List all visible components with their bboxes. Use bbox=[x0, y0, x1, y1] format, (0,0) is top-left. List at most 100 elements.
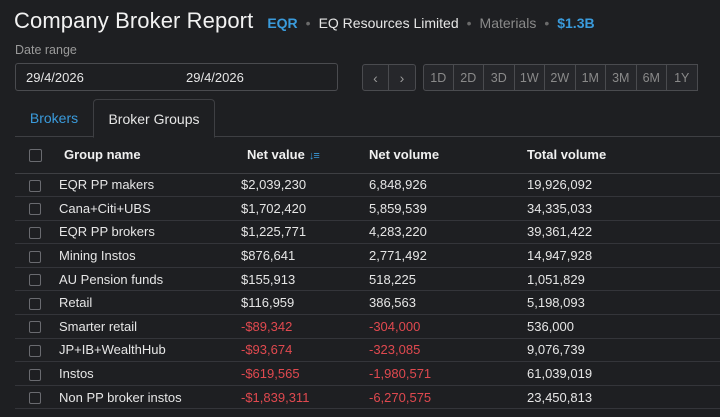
row-checkbox[interactable] bbox=[29, 345, 41, 358]
company-name: EQ Resources Limited bbox=[318, 15, 459, 31]
total-volume-cell: 9,076,739 bbox=[527, 342, 585, 358]
net-value-cell: $2,039,230 bbox=[241, 177, 307, 193]
total-volume-cell: 39,361,422 bbox=[527, 224, 593, 240]
net-value-cell: $876,641 bbox=[241, 248, 296, 264]
table-row[interactable]: Instos -$619,565 -1,980,571 61,039,019 bbox=[15, 362, 720, 386]
net-value-cell: -$89,342 bbox=[241, 318, 293, 334]
separator: • bbox=[466, 15, 472, 31]
net-volume-cell: 386,563 bbox=[369, 295, 416, 311]
row-select-cell bbox=[15, 315, 49, 339]
table-row[interactable]: AU Pension funds $155,913 518,225 1,051,829 bbox=[15, 267, 720, 291]
table-row[interactable]: Mining Instos $876,641 2,771,492 14,947,928 bbox=[15, 244, 720, 268]
net-volume-cell: 2,771,492 bbox=[369, 248, 427, 264]
row-select-cell bbox=[15, 291, 49, 315]
row-checkbox[interactable] bbox=[29, 250, 41, 263]
range-3m-button[interactable]: 3M bbox=[606, 64, 637, 91]
range-1y-button[interactable]: 1Y bbox=[667, 64, 698, 91]
group-name-cell: JP+IB+WealthHub bbox=[59, 342, 166, 358]
ticker-link[interactable]: EQR bbox=[267, 15, 298, 31]
total-volume-cell: 536,000 bbox=[527, 318, 574, 334]
header-total-volume[interactable]: Total volume bbox=[527, 147, 607, 163]
net-value-cell: -$1,839,311 bbox=[241, 389, 310, 405]
date-range-label: Date range bbox=[15, 43, 77, 57]
group-name-cell: Instos bbox=[59, 366, 94, 382]
separator: • bbox=[305, 15, 311, 31]
tab-brokers[interactable]: Brokers bbox=[29, 110, 79, 126]
table-row[interactable]: Cana+Citi+UBS $1,702,420 5,859,539 34,335,0… bbox=[15, 197, 720, 221]
total-volume-cell: 5,198,093 bbox=[527, 295, 585, 311]
range-buttons: 1D 2D 3D 1W 2W 1M 3M 6M 1Y bbox=[423, 64, 698, 91]
net-volume-cell: -1,980,571 bbox=[369, 366, 432, 382]
group-name-cell: EQR PP brokers bbox=[59, 224, 155, 240]
row-checkbox[interactable] bbox=[29, 179, 41, 192]
row-checkbox[interactable] bbox=[29, 203, 41, 216]
range-1w-button[interactable]: 1W bbox=[514, 64, 545, 91]
select-all-checkbox[interactable] bbox=[29, 149, 42, 163]
table-row[interactable]: EQR PP makers $2,039,230 6,848,926 19,926,0… bbox=[15, 173, 720, 197]
chevron-right-icon[interactable]: › bbox=[389, 64, 416, 91]
group-name-cell: Non PP broker instos bbox=[59, 389, 182, 405]
row-select-cell bbox=[15, 338, 49, 362]
row-select-cell bbox=[15, 362, 49, 386]
row-select-cell bbox=[15, 197, 49, 221]
table-header-row: Group name Net value ↓≡ Net volume Total … bbox=[15, 137, 720, 173]
net-value-cell: $116,959 bbox=[241, 295, 295, 311]
broker-groups-table: Group name Net value ↓≡ Net volume Total … bbox=[15, 137, 720, 409]
net-volume-cell: 5,859,539 bbox=[369, 200, 427, 216]
date-nav: ‹ › bbox=[362, 64, 416, 91]
net-value-cell: $155,913 bbox=[241, 271, 296, 287]
range-1m-button[interactable]: 1M bbox=[575, 64, 606, 91]
net-value-cell: $1,225,771 bbox=[241, 224, 307, 240]
chevron-left-icon[interactable]: ‹ bbox=[362, 64, 389, 91]
total-volume-cell: 23,450,813 bbox=[527, 389, 593, 405]
sort-desc-icon[interactable]: ↓≡ bbox=[308, 150, 320, 163]
table-row[interactable]: Retail $116,959 386,563 5,198,093 bbox=[15, 291, 720, 315]
row-select-cell bbox=[15, 244, 49, 268]
header-net-value[interactable]: Net value ↓≡ bbox=[231, 137, 369, 173]
row-checkbox[interactable] bbox=[29, 368, 41, 381]
net-value-cell: -$619,565 bbox=[241, 366, 300, 382]
row-select-cell bbox=[15, 220, 49, 244]
select-all-cell bbox=[15, 137, 49, 173]
net-volume-cell: -304,000 bbox=[369, 318, 421, 334]
total-volume-cell: 34,335,033 bbox=[527, 200, 593, 216]
row-checkbox[interactable] bbox=[29, 297, 41, 310]
table-row[interactable]: JP+IB+WealthHub -$93,674 -323,085 9,076,739 bbox=[15, 338, 720, 362]
group-name-cell: EQR PP makers bbox=[59, 177, 155, 193]
date-from-input[interactable]: 29/4/2026 bbox=[15, 63, 177, 91]
group-name-cell: Retail bbox=[59, 295, 93, 311]
sector-label: Materials bbox=[479, 15, 537, 31]
row-select-cell bbox=[15, 385, 49, 409]
net-value-cell: -$93,674 bbox=[241, 342, 293, 358]
table-row[interactable]: EQR PP brokers $1,225,771 4,283,220 39,361,… bbox=[15, 220, 720, 244]
tab-bar: Brokers Broker Groups bbox=[15, 99, 720, 138]
tab-broker-groups[interactable]: Broker Groups bbox=[93, 99, 215, 138]
date-to-input[interactable]: 29/4/2026 bbox=[176, 63, 338, 91]
report-header: Company Broker Report EQR • EQ Resources… bbox=[14, 8, 595, 34]
table-row[interactable]: Smarter retail -$89,342 -304,000 536,000 bbox=[15, 315, 720, 339]
row-checkbox[interactable] bbox=[29, 227, 41, 240]
range-3d-button[interactable]: 3D bbox=[484, 64, 515, 91]
total-volume-cell: 1,051,829 bbox=[527, 271, 585, 287]
row-checkbox[interactable] bbox=[29, 321, 41, 334]
row-checkbox[interactable] bbox=[29, 392, 41, 405]
header-group-name[interactable]: Group name bbox=[64, 147, 141, 163]
row-checkbox[interactable] bbox=[29, 274, 41, 287]
range-2w-button[interactable]: 2W bbox=[545, 64, 576, 91]
range-1d-button[interactable]: 1D bbox=[423, 64, 454, 91]
row-select-cell bbox=[15, 173, 49, 197]
separator: • bbox=[544, 15, 550, 31]
header-net-volume[interactable]: Net volume bbox=[369, 147, 440, 163]
net-volume-cell: 6,848,926 bbox=[369, 177, 427, 193]
range-6m-button[interactable]: 6M bbox=[636, 64, 667, 91]
total-volume-cell: 19,926,092 bbox=[527, 177, 593, 193]
total-volume-cell: 14,947,928 bbox=[527, 248, 593, 264]
group-name-cell: AU Pension funds bbox=[59, 271, 164, 287]
net-volume-cell: -6,270,575 bbox=[369, 389, 432, 405]
range-2d-button[interactable]: 2D bbox=[453, 64, 484, 91]
net-value-cell: $1,702,420 bbox=[241, 200, 307, 216]
group-name-cell: Smarter retail bbox=[59, 318, 138, 334]
row-select-cell bbox=[15, 267, 49, 291]
table-row[interactable]: Non PP broker instos -$1,839,311 -6,270,57… bbox=[15, 385, 720, 409]
group-name-cell: Mining Instos bbox=[59, 248, 136, 264]
